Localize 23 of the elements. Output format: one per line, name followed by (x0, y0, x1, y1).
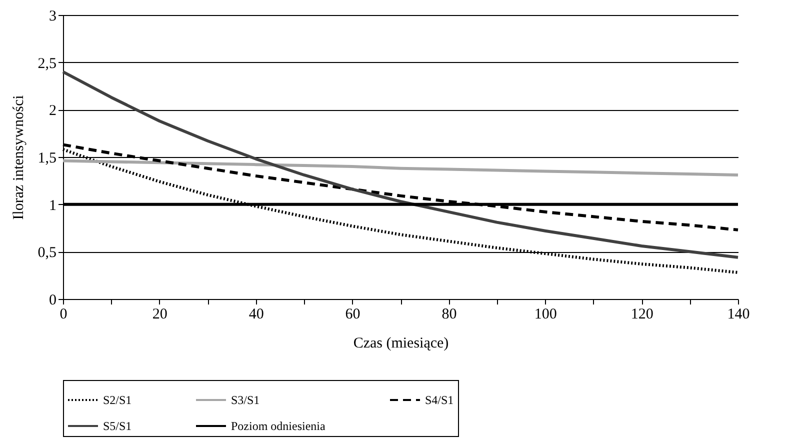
y-tick-label: 0,5 (38, 245, 56, 262)
x-tick-label: 80 (442, 306, 457, 322)
y-tick-label: 2 (49, 103, 56, 120)
x-tick-label: 40 (248, 306, 264, 322)
legend-label: S4/S1 (425, 393, 454, 407)
y-tick-label: 1 (49, 198, 56, 214)
x-tick-label: 0 (60, 306, 68, 322)
x-axis-title: Czas (miesiące) (353, 336, 449, 352)
line-series (62, 159, 740, 176)
y-tick-label: 1,5 (38, 150, 56, 166)
x-tick-label: 100 (534, 306, 557, 322)
x-tick-label: 140 (727, 306, 750, 322)
y-tick-label: 0 (49, 292, 56, 308)
x-tick-label: 20 (152, 306, 168, 322)
y-axis-title: Iloraz intensywności (10, 95, 27, 220)
legend-label: S2/S1 (103, 393, 132, 407)
legend-label: Poziom odniesienia (231, 419, 326, 433)
legend-label: S5/S1 (103, 419, 132, 433)
y-tick-label: 3 (49, 8, 56, 24)
x-tick-label: 60 (345, 306, 360, 322)
legend-label: S3/S1 (231, 393, 260, 407)
x-tick-label: 120 (630, 306, 654, 322)
y-tick-label: 2,5 (38, 56, 56, 72)
